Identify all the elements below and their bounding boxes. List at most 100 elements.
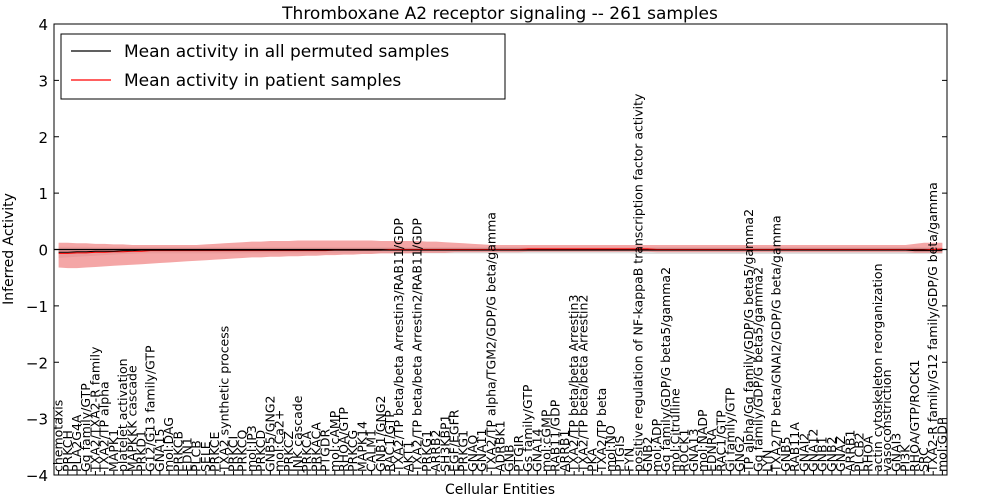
x-tick-label: GNA12 — [806, 429, 821, 473]
y-tick-label: 4 — [38, 16, 48, 34]
x-tick-label: TXA2/TP beta/beta Arrestin3/RAB11/GDP — [391, 218, 406, 473]
x-tick-label: RAC1/GTP — [713, 410, 728, 472]
x-tick-label: GNA13 — [686, 429, 701, 473]
x-tick-label: PRKACA — [308, 422, 323, 472]
patient-band — [58, 240, 943, 269]
x-tick-label: PRKCI — [226, 436, 241, 472]
x-tick-label: ADRBK1 — [493, 420, 508, 472]
x-tick-label: G12/G13 family/GTP — [143, 345, 158, 472]
x-tick-label: SRC — [916, 447, 931, 472]
x-tick-label: EDN1 — [180, 437, 195, 472]
legend-label-patient: Mean activity in patient samples — [124, 71, 401, 91]
x-tick-label: PRKCQ — [235, 430, 250, 472]
x-tick-label: PKA — [585, 447, 600, 472]
x-tick-label: EDNRA — [704, 428, 719, 472]
x-tick-label: RAB11/GDP — [548, 399, 563, 472]
x-tick-label: GNAI3 — [888, 433, 903, 472]
x-tick-label: TP alpha/Gq family/GDP/G beta5/gamma2 — [741, 209, 756, 473]
x-tick-label: mol:cGMP — [539, 409, 554, 472]
x-tick-label: TXA2/TP beta/GNAI2/GDP/G beta/gamma — [769, 215, 784, 473]
x-tick-label: GNA15 — [152, 429, 167, 473]
legend-label-permuted: Mean activity in all permuted samples — [124, 42, 449, 62]
x-tick-label: GNB2 — [824, 436, 839, 472]
x-tick-label: ARRB1 — [842, 430, 857, 472]
x-tick-label: TXA2/TP alpha — [97, 381, 112, 473]
legend-frame — [60, 33, 506, 100]
y-tick-label: −1 — [26, 298, 48, 316]
y-tick-label: −3 — [26, 411, 48, 429]
x-tick-label: SELE — [198, 441, 213, 472]
x-tick-label: PRKCE — [207, 432, 222, 472]
x-tick-label: RHOA/GTP — [336, 407, 351, 472]
x-tick-label: PRKCA — [299, 431, 314, 472]
x-tick-label: Gq family/GDP/G beta5/gamma2 — [658, 267, 673, 472]
x-tick-label: RHOA/GTP/ROCK1 — [907, 360, 922, 473]
x-tick-label: platelet activation — [115, 358, 130, 472]
x-tick-label: PRKG1 — [456, 430, 471, 472]
x-tick-label: TXA2/TP beta/beta Arrestin3 — [566, 295, 581, 473]
y-tick-label: 1 — [38, 185, 48, 203]
x-tick-label: ARRB1 — [557, 430, 572, 472]
x-tick-label: GNG2 — [732, 435, 747, 472]
chart-title: Thromboxane A2 receptor signaling -- 261… — [281, 4, 718, 24]
permuted-line — [58, 249, 943, 253]
x-tick-label: actin cytoskeleton reorganization — [870, 263, 885, 472]
x-tick-label: TXA2/TP beta/beta Arrestin2 — [575, 295, 590, 473]
x-tick-label: PRKCB — [170, 431, 185, 472]
x-tick-label: TXA2/TP alpha/TGM2/GDP/G beta/gamma — [483, 212, 498, 473]
x-tick-label: GNB5/GNG2 — [262, 396, 277, 472]
x-tick-label: PRKCZ — [281, 431, 296, 472]
x-tick-label: MAPK1 — [106, 429, 121, 472]
x-tick-label: GNB1 — [815, 436, 830, 472]
x-tick-label: GNAQ — [465, 435, 480, 472]
x-tick-label: mol:IP3 — [244, 425, 259, 472]
y-tick-label: 2 — [38, 129, 48, 147]
x-tick-label: PTGIS — [612, 435, 627, 472]
x-tick-label: PRKCD — [253, 430, 268, 472]
x-tick-label: GNAZ — [833, 436, 848, 472]
x-tick-label: mol:cAMP — [327, 410, 342, 472]
x-tick-label: PRKCG — [345, 430, 360, 472]
legend: Mean activity in all permuted samples Me… — [60, 33, 506, 100]
y-axis: −4 −3 −2 −1 0 1 2 3 4 — [26, 16, 947, 485]
x-tick-label: PLCB2 — [852, 432, 867, 472]
x-tick-label: FYN — [621, 448, 636, 472]
x-axis-label: Cellular Entities — [445, 482, 555, 498]
y-axis-label: Inferred Activity — [1, 193, 17, 305]
y-tick-label: −4 — [26, 467, 48, 485]
y-tick-label: 3 — [38, 72, 48, 90]
x-tick-label: PRKD1 — [134, 430, 149, 472]
x-tick-label: GNA11 — [474, 429, 489, 473]
x-tick-label: TXA2-R family/G12 family/GDP/G beta/gamm… — [925, 182, 940, 473]
x-tick-label: GNB5 — [778, 436, 793, 472]
x-tick-label: PTGIR — [511, 434, 526, 472]
x-tick-label: PLA2G4A — [69, 414, 84, 472]
x-tick-label: RHOA — [861, 435, 876, 472]
x-tick-label: TXA2/TP beta — [594, 388, 609, 473]
x-tick-label: PLCB — [189, 440, 204, 472]
x-tick-label: Gi family/GTP — [723, 387, 738, 472]
x-tick-label: LYN — [760, 450, 775, 472]
y-tick-label: 0 — [38, 242, 48, 260]
x-tick-label: PRKCH — [60, 430, 75, 472]
x-tick-label: PI3K — [898, 444, 913, 472]
x-tick-label: positive regulation of NF-kappaB transcr… — [631, 93, 646, 472]
x-tick-label: EGF/EGFR — [447, 409, 462, 472]
x-tick-label: MAPK14 — [354, 421, 369, 472]
x-tick-label: RAB11A — [787, 422, 802, 472]
x-tick-label: TXA2 synthetic process — [216, 326, 231, 473]
x-tick-label: Gq family/GTP — [78, 383, 93, 472]
x-tick-label: vasoconstriction — [879, 369, 894, 472]
x-tick-label: CALM1 — [364, 429, 379, 472]
x-tick-label: GNA14 — [529, 428, 544, 472]
x-tick-label: GNB2 — [640, 436, 655, 472]
x-tick-label: GNAI2 — [796, 433, 811, 472]
x-tick-label: GNB — [502, 444, 517, 472]
x-tick-label: PTGDR — [318, 429, 333, 472]
x-tick-label: mol:NO — [603, 425, 618, 472]
x-tick-label: AKT1 — [400, 441, 415, 472]
x-tick-label: mol:NADP — [695, 409, 710, 472]
x-tick-label: SH3KBP1 — [437, 414, 452, 472]
